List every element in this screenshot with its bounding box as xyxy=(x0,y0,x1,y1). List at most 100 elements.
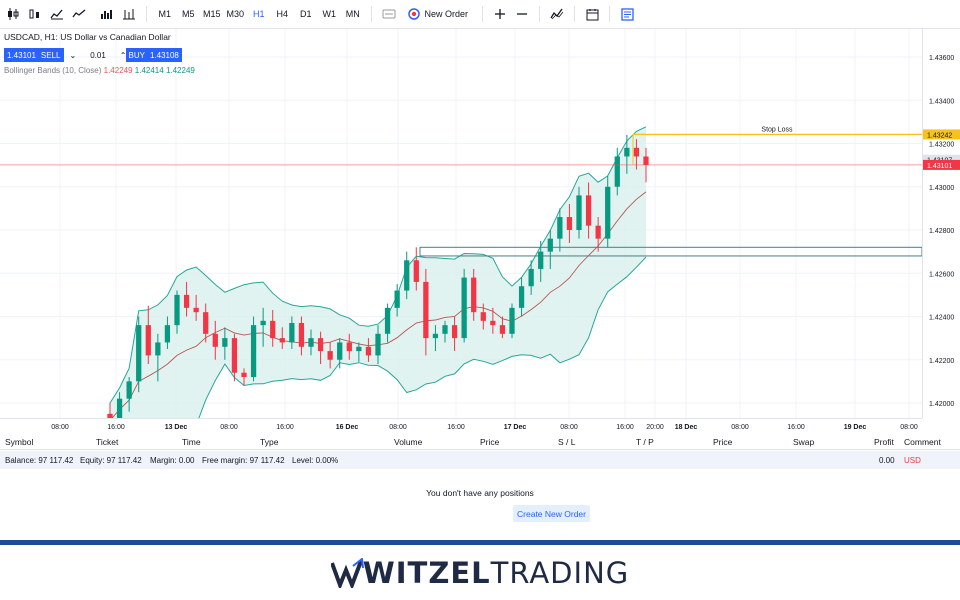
timeframe-h4[interactable]: H4 xyxy=(276,9,288,19)
col-tp[interactable]: T / P xyxy=(636,437,654,447)
brand-w-icon xyxy=(330,557,364,588)
timeframe-m5[interactable]: M5 xyxy=(181,9,195,19)
col-symbol[interactable]: Symbol xyxy=(5,437,34,447)
timeframe-d1[interactable]: D1 xyxy=(299,9,312,19)
stop-loss-price-tag: 1.43242 xyxy=(927,132,952,139)
zoom-out-icon[interactable] xyxy=(511,3,533,25)
time-axis-label: 08:00 xyxy=(389,424,407,431)
candle xyxy=(231,338,238,373)
col-comment[interactable]: Comment xyxy=(904,437,941,447)
brand-name-part2: TRADING xyxy=(490,555,630,590)
calendar-icon[interactable] xyxy=(581,3,603,25)
candle xyxy=(595,225,601,239)
candle xyxy=(126,381,132,399)
candle xyxy=(183,294,190,308)
bollinger-lower-line xyxy=(198,256,647,418)
time-axis-label: 08:00 xyxy=(220,424,238,431)
time-axis-label: 19 Dec xyxy=(844,424,867,431)
indicator-chart-icon[interactable] xyxy=(546,3,568,25)
zoom-in-icon[interactable] xyxy=(489,3,511,25)
candle xyxy=(289,322,295,343)
timeframe-m30[interactable]: M30 xyxy=(226,9,244,19)
indicators-icon[interactable] xyxy=(378,3,400,25)
price-axis-label: 1.42600 xyxy=(929,271,954,278)
candle xyxy=(499,325,506,334)
candle xyxy=(432,333,439,339)
candle xyxy=(576,195,582,230)
candle xyxy=(585,195,592,226)
col-price[interactable]: Price xyxy=(480,437,500,447)
col-current-price[interactable]: Price xyxy=(713,437,733,447)
candle xyxy=(413,260,419,282)
timeframe-m15[interactable]: M15 xyxy=(202,9,221,19)
price-chart[interactable]: Stop Loss xyxy=(0,29,922,418)
current-price-tag-bg xyxy=(923,154,960,165)
candle xyxy=(298,322,305,347)
col-sl[interactable]: S / L xyxy=(558,437,576,447)
candle xyxy=(222,338,228,347)
brand-logo: WITZEL TRADING xyxy=(330,555,630,590)
candle xyxy=(442,325,448,334)
quantity-stepper[interactable]: ⌄ 0.01 ⌃ xyxy=(64,50,127,60)
volume-icon[interactable] xyxy=(96,3,118,25)
bars-icon[interactable] xyxy=(24,3,46,25)
toolbar-divider xyxy=(574,6,576,22)
margin-text: Margin: 0.00 xyxy=(150,456,195,465)
candle xyxy=(164,325,171,343)
create-order-button[interactable]: Create New Order xyxy=(513,505,590,522)
candle xyxy=(624,147,630,157)
positions-empty-state: You don't have any positions Create New … xyxy=(0,470,960,540)
col-time[interactable]: Time xyxy=(182,437,201,447)
time-axis-label: 16:00 xyxy=(276,424,294,431)
candle xyxy=(337,342,343,360)
time-axis-label: 20:00 xyxy=(646,424,664,431)
line-icon[interactable] xyxy=(68,3,90,25)
candle xyxy=(375,333,381,356)
new-order-button[interactable]: New Order xyxy=(400,8,477,20)
stop-loss-price-tag-bg xyxy=(923,129,960,140)
positions-table-header: Symbol Ticket Time Type Volume Price S /… xyxy=(0,433,960,450)
candle xyxy=(518,286,525,308)
time-axis-label: 08:00 xyxy=(51,424,69,431)
toolbar-divider xyxy=(370,6,372,22)
col-profit[interactable]: Profit xyxy=(874,437,894,447)
indicator-name: Bollinger Bands (10, Close) xyxy=(4,66,102,75)
journal-icon[interactable] xyxy=(616,3,638,25)
chevron-down-icon[interactable]: ⌄ xyxy=(69,50,77,60)
area-icon[interactable] xyxy=(46,3,68,25)
time-axis[interactable]: 08:00 16:00 13 Dec 08:00 16:00 16 Dec 08:00 16:… xyxy=(0,418,922,432)
timeframe-m1[interactable]: M1 xyxy=(158,9,171,19)
candle xyxy=(451,325,458,339)
col-volume[interactable]: Volume xyxy=(394,437,423,447)
col-ticket[interactable]: Ticket xyxy=(96,437,119,447)
bid-price-tag-bg xyxy=(923,159,960,170)
time-axis-label: 17 Dec xyxy=(504,424,527,431)
quantity-value[interactable]: 0.01 xyxy=(90,50,106,60)
account-currency: USD xyxy=(904,456,921,465)
candles-icon[interactable] xyxy=(2,3,24,25)
time-axis-label: 16:00 xyxy=(787,424,805,431)
chevron-up-icon[interactable]: ⌃ xyxy=(119,50,127,60)
brand-banner: WITZEL TRADING xyxy=(0,545,960,600)
empty-message: You don't have any positions xyxy=(426,488,534,498)
candle xyxy=(538,251,544,269)
buy-button[interactable]: BUY 1.43108 xyxy=(125,48,182,62)
candle xyxy=(327,351,333,360)
time-axis-label: 16:00 xyxy=(447,424,465,431)
price-axis-label: 1.42200 xyxy=(929,358,954,365)
price-axis[interactable]: 1.43600 1.43400 1.43200 1.43000 1.42800 1.426… xyxy=(922,29,960,418)
time-axis-label: 08:00 xyxy=(731,424,749,431)
indicator-value-basis: 1.42414 xyxy=(134,66,164,75)
timeframe-mn[interactable]: MN xyxy=(345,9,360,19)
col-type[interactable]: Type xyxy=(260,437,279,447)
col-swap[interactable]: Swap xyxy=(793,437,815,447)
candle xyxy=(212,333,218,347)
tools-icon[interactable] xyxy=(118,3,140,25)
candle xyxy=(547,238,553,252)
timeframe-h1[interactable]: H1 xyxy=(252,9,265,19)
indicator-legend[interactable]: Bollinger Bands (10, Close) 1.42249 1.42… xyxy=(4,66,195,75)
candle xyxy=(365,346,372,356)
sell-button[interactable]: 1.43101 SELL xyxy=(4,48,64,62)
timeframe-w1[interactable]: W1 xyxy=(322,9,337,19)
